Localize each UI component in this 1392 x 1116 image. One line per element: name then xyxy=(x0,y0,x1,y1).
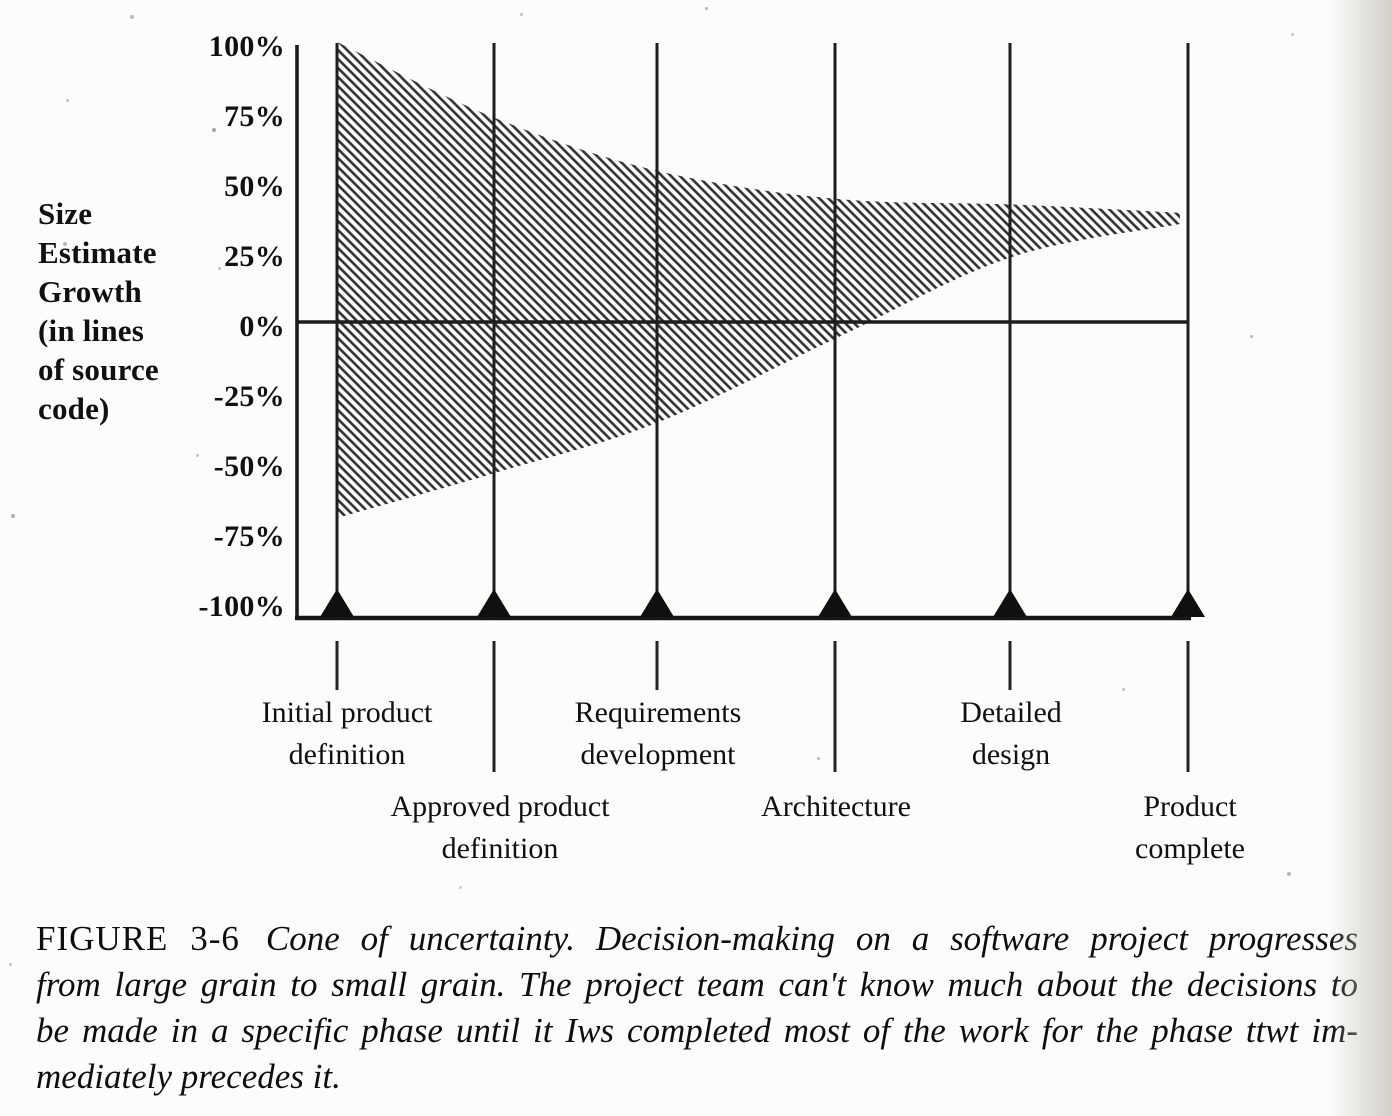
y-axis-title-line: (in lines xyxy=(38,313,145,348)
milestone-marker-triangle xyxy=(1171,589,1205,617)
milestone-label-line: definition xyxy=(441,832,559,865)
y-tick-label: -25% xyxy=(213,380,285,413)
milestone-label-line: Requirements xyxy=(574,696,742,729)
milestone-marker-triangle xyxy=(818,589,852,617)
y-tick-label: 75% xyxy=(224,100,285,133)
milestone-label-line: complete xyxy=(1135,832,1245,865)
milestone-label-line: Detailed xyxy=(960,696,1062,729)
y-tick-label: -100% xyxy=(198,590,285,623)
milestone-marker-triangle xyxy=(993,589,1027,617)
y-axis-title-line: Size xyxy=(38,196,93,231)
milestone-marker-triangle xyxy=(640,589,674,617)
milestone-label-line: Initial product xyxy=(261,696,433,729)
scan-speck xyxy=(9,963,12,966)
caption-text: Cone of uncertainty. Decision-making on … xyxy=(265,919,1358,958)
milestone-label: Approved product definition xyxy=(330,786,670,870)
milestone-label: Initial product definition xyxy=(177,692,517,776)
cone-of-uncertainty-area xyxy=(337,42,1180,518)
caption-figure-number: FIGURE 3-6 xyxy=(36,919,240,958)
milestone-label: Requirements development xyxy=(488,692,828,776)
milestone-label-line: Approved product xyxy=(390,790,610,823)
y-axis-title: Size Estimate Growth (in lines of source code… xyxy=(38,194,248,428)
milestone-marker-triangle xyxy=(320,589,354,617)
milestone-label-line: design xyxy=(971,738,1051,771)
y-tick-label: 100% xyxy=(208,30,285,63)
y-tick-label: -50% xyxy=(213,450,285,483)
y-axis-title-line: Estimate xyxy=(38,235,157,270)
caption-line: FIGURE 3-6 Cone of uncertainty. Decision-… xyxy=(36,916,1358,962)
y-tick-label: 25% xyxy=(224,240,285,273)
milestone-marker-triangle xyxy=(477,589,511,617)
y-tick-label: -75% xyxy=(213,520,285,553)
milestone-label-line: development xyxy=(580,738,736,771)
caption-line: mediately precedes it. xyxy=(36,1057,341,1096)
cone-of-uncertainty-chart xyxy=(295,42,1205,772)
milestone-label-line: Architecture xyxy=(761,790,911,823)
milestone-label: Detailed design xyxy=(841,692,1181,776)
caption-line: from large grain to small grain. The pro… xyxy=(36,965,1358,1004)
y-axis-title-line: of source xyxy=(38,352,159,387)
y-tick-label: 50% xyxy=(224,170,285,203)
milestone-label: Architecture xyxy=(666,786,1006,828)
caption-line: be made in a specific phase until it Iws… xyxy=(36,1011,1358,1050)
milestone-label: Product complete xyxy=(1020,786,1360,870)
milestone-label-line: definition xyxy=(288,738,406,771)
y-tick-label: 0% xyxy=(239,310,285,343)
y-axis-title-line: Growth xyxy=(38,274,142,309)
figure-caption: FIGURE 3-6 Cone of uncertainty. Decision-… xyxy=(36,916,1358,1100)
y-axis-title-line: code) xyxy=(38,391,110,426)
milestone-label-line: Product xyxy=(1143,790,1237,823)
